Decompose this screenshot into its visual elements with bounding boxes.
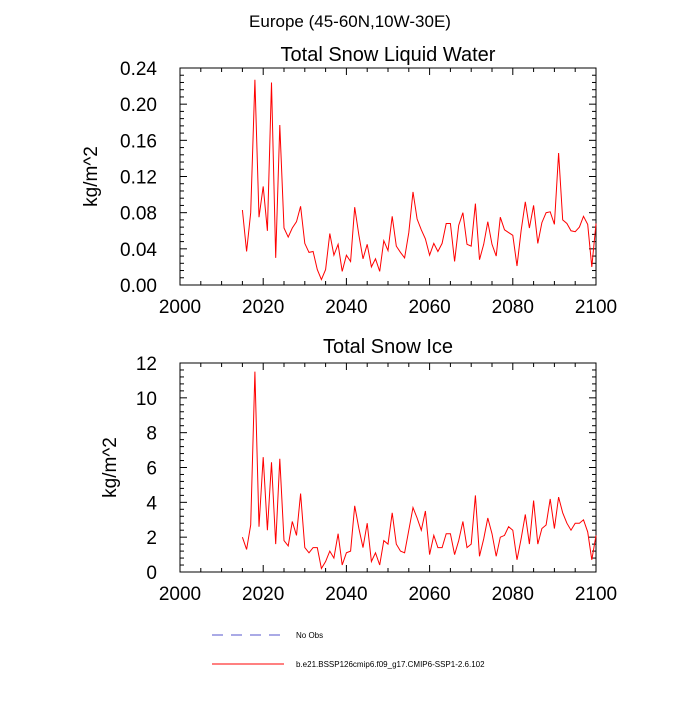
liquid-y-tick-label: 0.00	[120, 276, 157, 297]
liquid-x-tick-label: 2040	[325, 297, 367, 318]
ice-x-tick-label: 2100	[575, 584, 617, 605]
ice-x-tick-label: 2000	[159, 584, 201, 605]
ice-y-tick-label: 6	[146, 459, 157, 480]
ice-y-axis-label: kg/m^2	[100, 437, 121, 498]
ice-y-tick-label: 0	[146, 563, 157, 584]
liquid-x-tick-label: 2100	[575, 297, 617, 318]
liquid-plot-frame	[179, 67, 597, 286]
liquid-x-tick-label: 2020	[242, 297, 284, 318]
liquid-x-tick-label: 2000	[159, 297, 201, 318]
legend-model-label: b.e21.BSSP126cmip6.f09_g17.CMIP6-SSP1-2.…	[296, 660, 485, 669]
ice-y-tick-label: 10	[136, 389, 157, 410]
ice-y-tick-label: 4	[146, 493, 157, 514]
figure-suptitle: Europe (45-60N,10W-30E)	[249, 12, 451, 31]
liquid-y-tick-label: 0.16	[120, 131, 157, 152]
ice-x-tick-label: 2060	[408, 584, 450, 605]
liquid-y-tick-label: 0.12	[120, 168, 157, 189]
liquid-x-tick-label: 2080	[492, 297, 534, 318]
liquid-y-tick-label: 0.20	[120, 95, 157, 116]
ice-y-tick-label: 12	[136, 354, 157, 375]
liquid-y-tick-label: 0.08	[120, 204, 157, 225]
liquid-series-line	[241, 79, 597, 281]
liquid-chart-title: Total Snow Liquid Water	[281, 44, 496, 66]
legend-obs-label: No Obs	[296, 631, 323, 640]
liquid-x-tick-label: 2060	[408, 297, 450, 318]
ice-x-tick-label: 2080	[492, 584, 534, 605]
liquid-y-tick-label: 0.04	[120, 240, 157, 261]
ice-series-line	[241, 371, 597, 570]
ice-x-tick-label: 2040	[325, 584, 367, 605]
liquid-y-tick-label: 0.24	[120, 59, 157, 80]
ice-y-tick-label: 2	[146, 528, 157, 549]
ice-chart-title: Total Snow Ice	[323, 336, 453, 358]
ice-y-tick-label: 8	[146, 424, 157, 445]
liquid-y-axis-label: kg/m^2	[81, 146, 102, 207]
ice-x-tick-label: 2020	[242, 584, 284, 605]
